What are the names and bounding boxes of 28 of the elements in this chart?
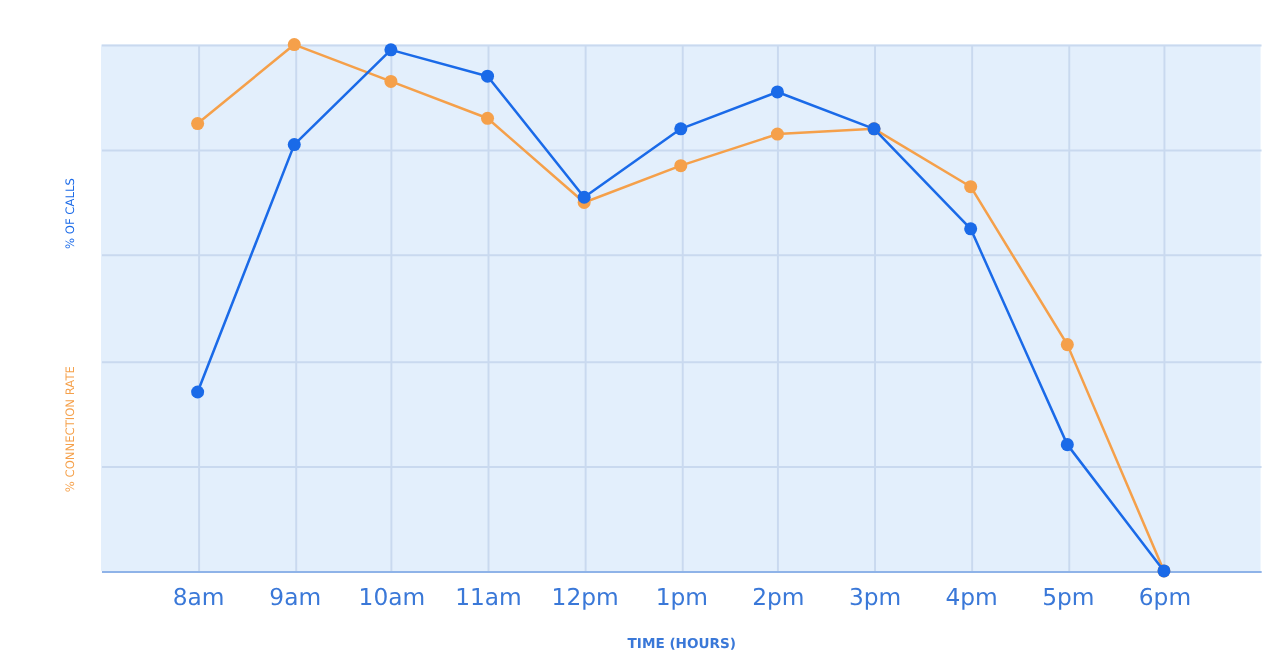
point xyxy=(287,38,301,52)
point xyxy=(1060,338,1074,352)
point xyxy=(964,180,978,194)
x-tick-label: 4pm xyxy=(945,582,998,611)
point xyxy=(481,111,495,125)
point xyxy=(191,117,205,131)
x-tick-label: 9am xyxy=(269,582,322,611)
x-tick-label: 3pm xyxy=(848,582,902,611)
x-tick-label: 11am xyxy=(455,582,522,611)
x-tick-label: 2pm xyxy=(752,582,805,611)
point xyxy=(1060,438,1074,452)
x-tick-label: 5pm xyxy=(1042,582,1095,611)
point xyxy=(964,222,978,236)
point xyxy=(191,385,205,399)
point xyxy=(577,190,591,204)
x-tick-label: 1pm xyxy=(655,582,708,611)
point xyxy=(674,159,688,173)
point xyxy=(384,74,398,88)
x-tick-label: 10am xyxy=(358,582,426,611)
point xyxy=(287,138,301,152)
x-tick-label: 8am xyxy=(172,582,225,611)
point xyxy=(770,85,784,99)
point xyxy=(384,43,398,57)
x-tick-label: 12pm xyxy=(551,582,619,611)
x-tick-label: 6pm xyxy=(1138,582,1192,611)
point xyxy=(674,122,688,136)
point xyxy=(481,69,495,83)
point xyxy=(770,127,784,141)
